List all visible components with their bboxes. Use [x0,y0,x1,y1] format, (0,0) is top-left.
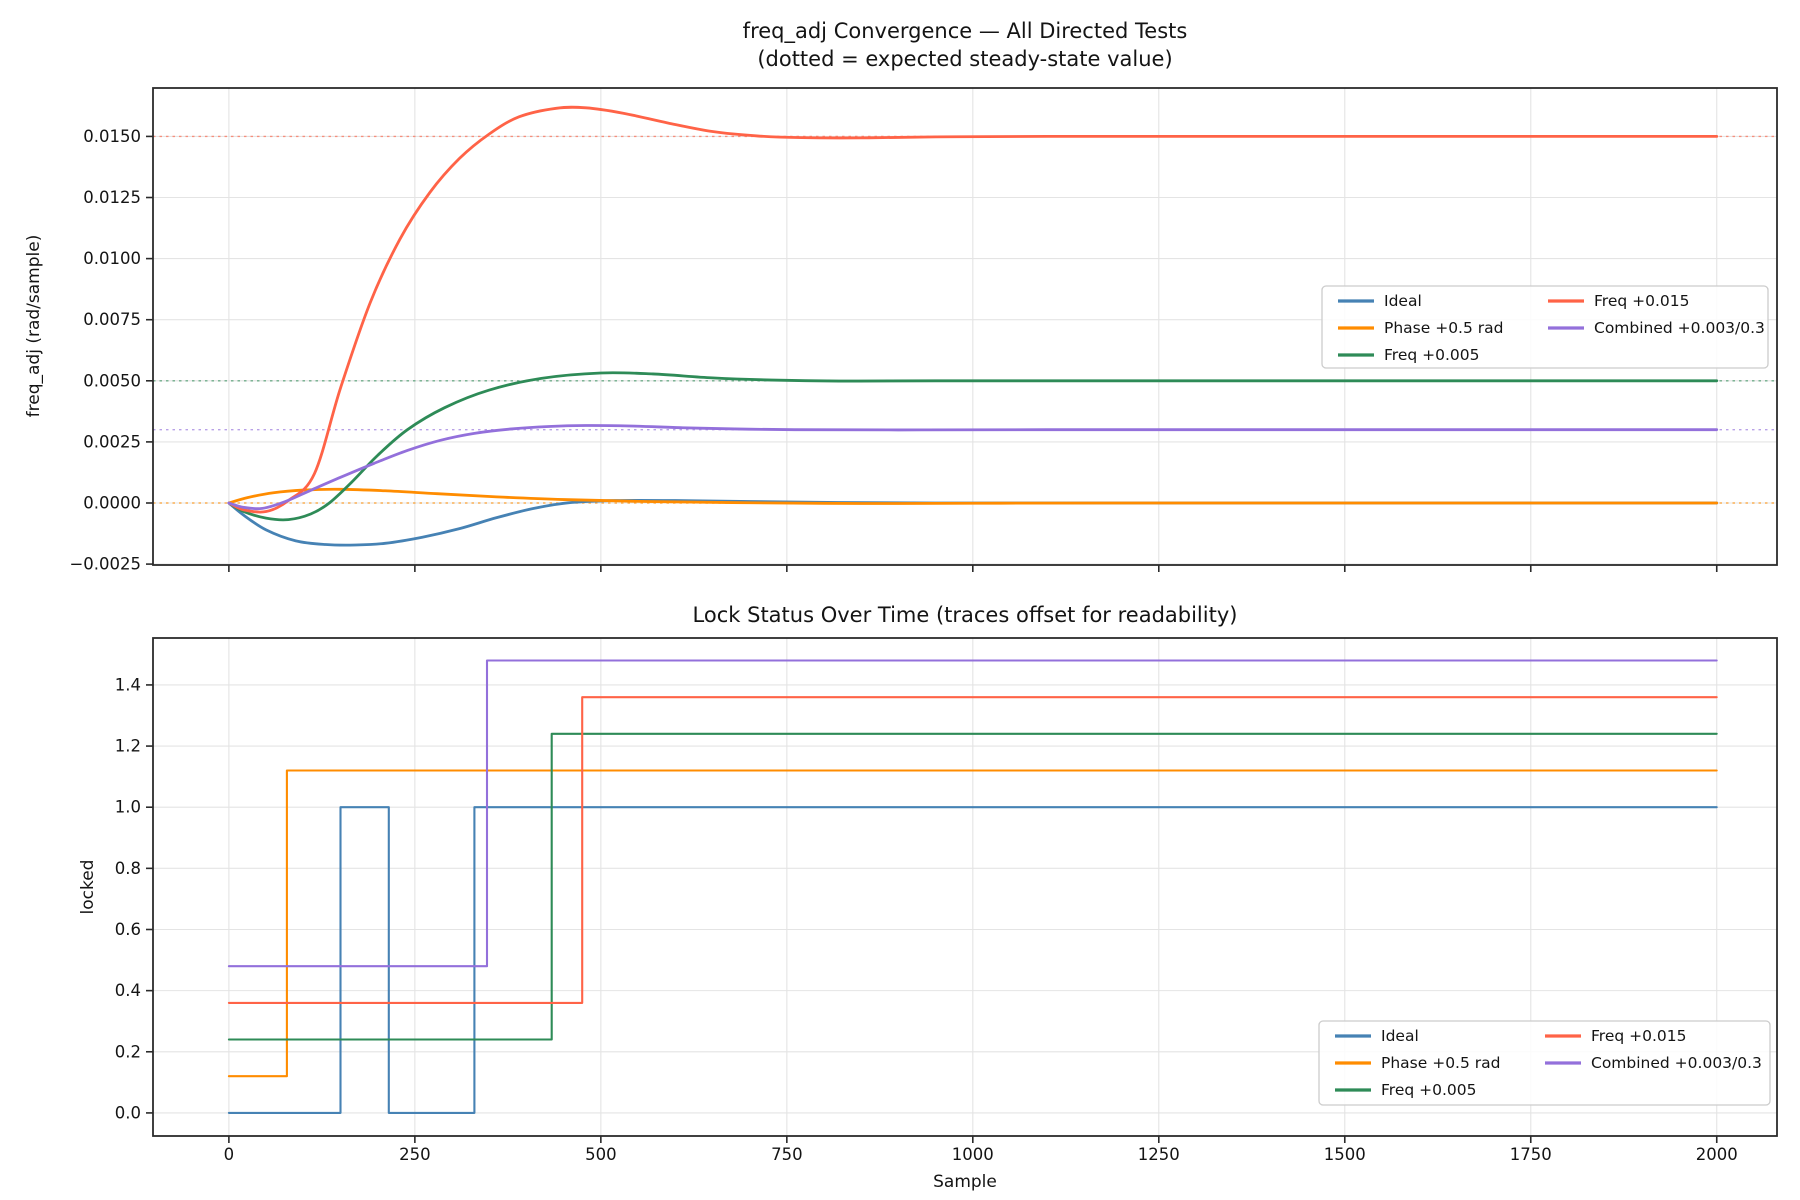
axes-spines [152,637,1778,1137]
top-chart-subtitle: (dotted = expected steady-state value) [757,47,1173,71]
y-tick-label: 0.0000 [83,493,141,512]
series-line-phase-0-5-rad [227,769,1718,1078]
legend-label: Ideal [1384,292,1422,310]
top-chart-title: freq_adj Convergence — All Directed Test… [742,19,1188,43]
series-line-freq-0-015 [227,696,1718,1004]
x-tick-label: 750 [771,1145,803,1164]
legend-label: Phase +0.5 rad [1381,1054,1500,1072]
y-tick-label: 0.0125 [83,188,141,207]
series-line-combined-0-003-0-3 [227,659,1718,968]
series-line-freq-0-005 [227,732,1718,1041]
y-tick-label: 0.0025 [83,432,141,451]
legend-box [1318,1020,1771,1106]
legend-label: Freq +0.005 [1381,1081,1476,1099]
y-tick-label: 0.2 [115,1042,141,1061]
series-line-freq-0-015 [227,105,1719,514]
y-tick-label: 0.0050 [83,371,141,390]
series-line-ideal [227,806,1718,1114]
bottom-chart-title: Lock Status Over Time (traces offset for… [692,603,1238,627]
x-tick-label: 1750 [1510,1145,1552,1164]
y-tick-label: 0.6 [115,920,141,939]
top-chart: −0.0025 0.0000 0.0025 0.0050 0.0075 0.0100 0.0… [69,87,1778,574]
y-tick-label: 1.2 [115,737,141,756]
x-tick-label: 0 [224,1145,235,1164]
x-tick-label: 1000 [952,1145,994,1164]
legend-label: Phase +0.5 rad [1384,319,1503,337]
y-tick-label: 0.4 [115,981,141,1000]
series-line-freq-0-005 [227,371,1719,522]
axes-spines [152,87,1778,566]
y-tick-label: 1.4 [115,675,141,694]
x-tick-label: 1250 [1138,1145,1180,1164]
x-tick-label: 2000 [1696,1145,1738,1164]
legend-label: Ideal [1381,1027,1419,1045]
x-axis-label: Sample [933,1172,997,1192]
legend-box [1321,285,1769,369]
y-tick-label: 0.8 [115,859,141,878]
y-tick-label: 0.0075 [83,310,141,329]
x-tick-label: 250 [399,1145,431,1164]
y-tick-label: 0.0 [115,1103,141,1122]
bottom-chart: 0 250 500 750 1000 1250 1500 1750 2000 0.0 0.2 0.4 0… [115,637,1778,1164]
legend-label: Combined +0.003/0.3 [1594,319,1765,337]
y-tick-label: 0.0150 [83,127,141,146]
legend-label: Freq +0.015 [1594,292,1689,310]
series-line-combined-0-003-0-3 [227,424,1719,511]
x-tick-label: 1500 [1324,1145,1366,1164]
y-tick-label: −0.0025 [69,555,141,574]
legend-label: Freq +0.005 [1384,346,1479,364]
y-tick-label: 1.0 [115,798,141,817]
x-tick-label: 500 [585,1145,617,1164]
legend-label: Freq +0.015 [1591,1027,1686,1045]
legend-label: Combined +0.003/0.3 [1591,1054,1762,1072]
y-tick-label: 0.0100 [83,249,141,268]
